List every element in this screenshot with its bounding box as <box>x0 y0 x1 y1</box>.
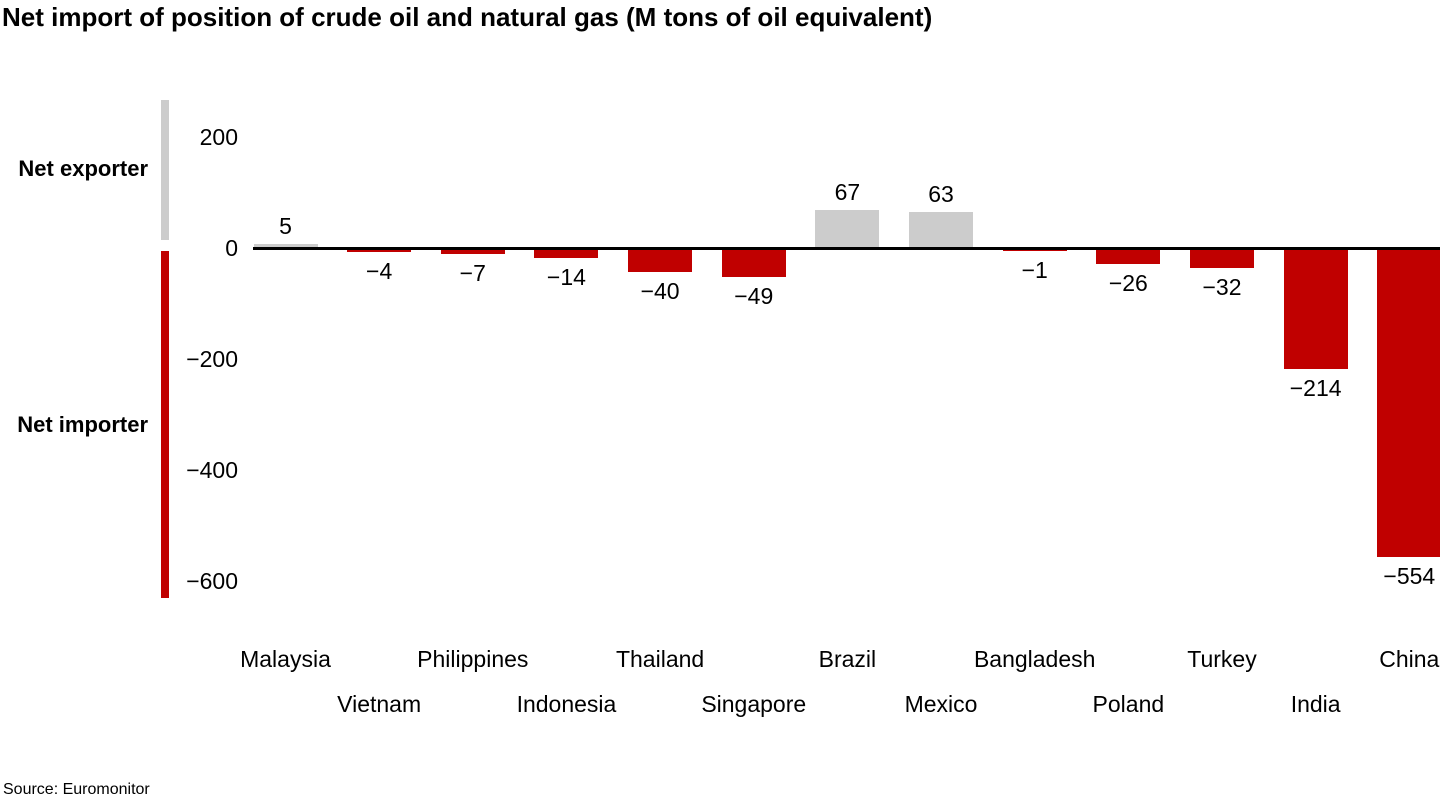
category-label-poland: Poland <box>1092 691 1165 717</box>
value-label-brazil: 67 <box>834 178 861 205</box>
y-tick-label: −600 <box>186 568 238 594</box>
bar-singapore <box>721 250 786 278</box>
category-label-turkey: Turkey <box>1187 646 1257 672</box>
category-label-indonesia: Indonesia <box>516 691 617 717</box>
bar-india <box>1283 250 1348 369</box>
net-importer-label: Net importer <box>17 412 148 437</box>
bar-indonesia <box>534 250 599 258</box>
category-label-mexico: Mexico <box>904 691 978 717</box>
value-label-turkey: −32 <box>1202 273 1242 300</box>
y-tick-label: 200 <box>199 124 238 150</box>
bar-poland <box>1096 250 1161 265</box>
bar-turkey <box>1190 250 1254 268</box>
value-label-thailand: −40 <box>640 278 680 305</box>
category-label-vietnam: Vietnam <box>337 691 422 717</box>
importer-indicator-strip <box>161 251 169 598</box>
category-label-china: China <box>1379 646 1440 672</box>
value-label-india: −214 <box>1289 374 1342 401</box>
value-label-indonesia: −14 <box>546 263 586 290</box>
value-label-poland: −26 <box>1108 270 1148 297</box>
net-exporter-label: Net exporter <box>18 156 148 181</box>
source-note: Source: Euromonitor <box>3 781 150 798</box>
x-axis-line <box>253 247 1440 250</box>
value-label-philippines: −7 <box>459 259 486 286</box>
category-label-philippines: Philippines <box>417 646 529 672</box>
bar-brazil <box>815 209 880 247</box>
y-tick-label: −200 <box>186 346 238 372</box>
value-label-singapore: −49 <box>734 283 774 310</box>
value-label-china: −554 <box>1383 563 1436 590</box>
value-label-bangladesh: −1 <box>1021 256 1048 283</box>
category-label-singapore: Singapore <box>701 691 807 717</box>
bar-bangladesh <box>1002 250 1067 251</box>
bar-china <box>1377 250 1440 558</box>
value-label-malaysia: 5 <box>279 213 292 240</box>
category-label-malaysia: Malaysia <box>240 646 331 672</box>
bar-vietnam <box>347 250 412 253</box>
y-tick-label: −400 <box>186 457 238 483</box>
category-label-brazil: Brazil <box>818 646 877 672</box>
y-tick-label: 0 <box>225 235 238 261</box>
category-label-bangladesh: Bangladesh <box>973 646 1096 672</box>
bar-mexico <box>909 212 974 247</box>
bar-thailand <box>628 250 693 273</box>
bar-malaysia <box>253 244 318 247</box>
chart-title: Net import of position of crude oil and … <box>2 2 933 32</box>
category-label-india: India <box>1290 691 1341 717</box>
value-label-vietnam: −4 <box>366 258 393 285</box>
value-label-mexico: 63 <box>928 181 954 208</box>
bar-philippines <box>440 250 505 254</box>
exporter-indicator-strip <box>161 100 169 240</box>
category-label-thailand: Thailand <box>615 646 705 672</box>
